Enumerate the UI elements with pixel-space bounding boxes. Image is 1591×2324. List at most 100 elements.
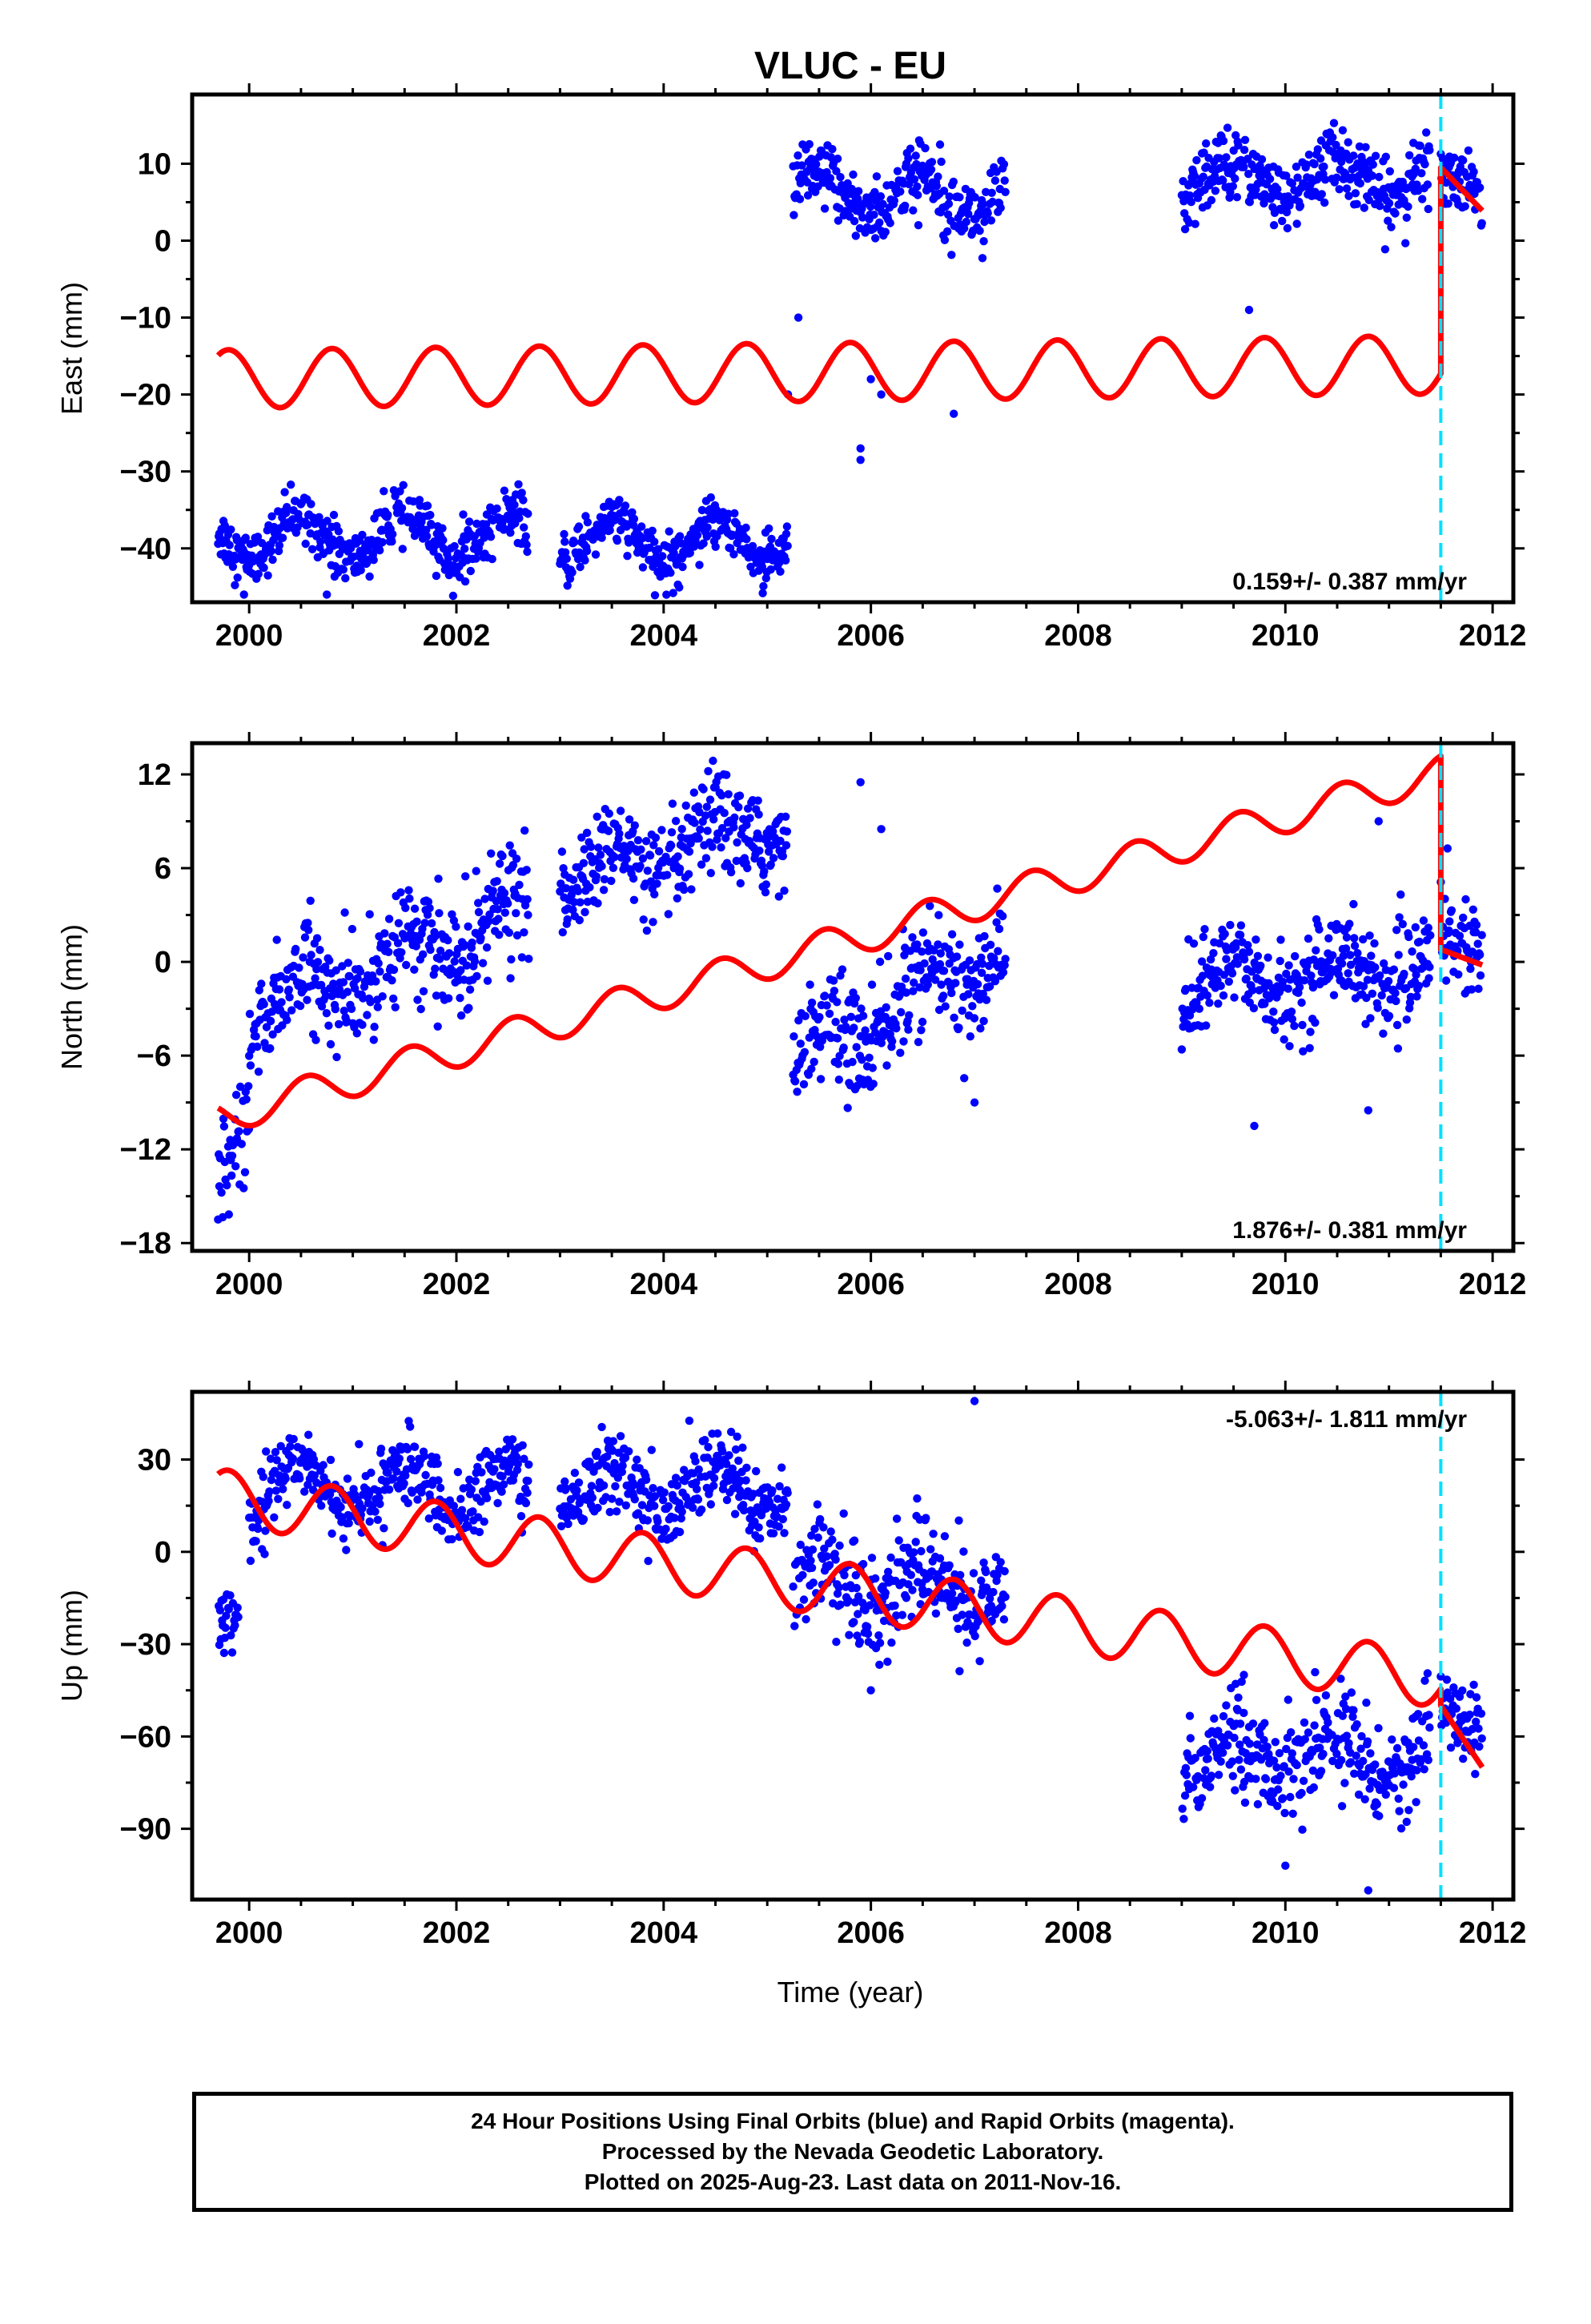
up-data-point — [726, 1427, 736, 1437]
east-data-point — [1283, 223, 1292, 233]
east-data-point — [1460, 202, 1469, 211]
north-data-point — [434, 875, 443, 883]
north-data-point — [311, 974, 319, 983]
up-data-point — [1288, 1809, 1297, 1818]
up-data-point — [982, 1567, 990, 1577]
up-data-point — [649, 1484, 657, 1493]
north-data-point — [1380, 959, 1388, 968]
up-data-point — [781, 1500, 791, 1510]
east-data-point — [329, 510, 339, 520]
up-data-point — [1360, 1795, 1369, 1803]
east-data-point — [1342, 184, 1352, 193]
east-data-point — [990, 176, 1000, 185]
north-data-point — [834, 1059, 843, 1068]
east-outlier-point — [793, 313, 803, 322]
up-data-point — [774, 1522, 783, 1531]
north-data-point — [396, 888, 405, 897]
north-data-point — [896, 1048, 905, 1057]
up-data-point — [477, 1468, 486, 1477]
north-data-point — [580, 845, 589, 854]
north-data-point — [435, 909, 444, 918]
north-data-point — [638, 854, 648, 863]
up-data-point — [308, 1486, 318, 1494]
up-data-point — [1420, 1676, 1429, 1685]
north-data-point — [1282, 969, 1291, 979]
up-data-point — [717, 1447, 727, 1456]
north-data-point — [593, 812, 601, 821]
up-data-point — [1280, 1808, 1289, 1818]
north-data-point — [1346, 951, 1355, 959]
north-data-point — [1219, 971, 1229, 979]
up-data-point — [261, 1526, 270, 1535]
north-data-point — [696, 825, 705, 834]
east-data-point — [1302, 160, 1311, 169]
up-data-point — [424, 1514, 433, 1523]
up-data-point — [1344, 1739, 1353, 1747]
north-data-point — [1315, 925, 1324, 934]
up-data-point — [599, 1481, 609, 1490]
east-data-point — [1320, 162, 1328, 171]
up-data-point — [1452, 1704, 1461, 1713]
up-data-point — [1253, 1799, 1263, 1809]
east-data-point — [1219, 136, 1228, 146]
up-data-point — [1231, 1786, 1239, 1795]
up-data-point — [1356, 1744, 1365, 1753]
east-data-point — [613, 536, 622, 545]
up-data-point — [1459, 1755, 1468, 1763]
up-data-point — [224, 1605, 233, 1614]
north-data-point — [869, 1080, 878, 1088]
east-data-point — [492, 504, 501, 513]
north-data-point — [897, 1007, 906, 1017]
up-data-point — [1284, 1695, 1293, 1704]
up-data-point — [834, 1583, 844, 1592]
north-data-point — [1344, 969, 1352, 978]
up-data-point — [436, 1483, 445, 1493]
east-data-point — [621, 508, 629, 517]
east-data-point — [1459, 156, 1468, 165]
up-data-point — [641, 1475, 651, 1485]
up-data-point — [1227, 1757, 1237, 1766]
east-data-point — [871, 234, 880, 243]
east-data-point — [783, 541, 792, 550]
east-data-point — [233, 573, 242, 582]
north-data-point — [520, 826, 529, 835]
east-data-point — [826, 174, 835, 183]
north-data-point — [345, 971, 354, 981]
north-data-point — [1419, 916, 1428, 925]
up-data-point — [1388, 1735, 1396, 1744]
north-data-point — [950, 1013, 958, 1023]
up-data-point — [234, 1613, 243, 1622]
up-data-point — [644, 1557, 653, 1566]
east-data-point — [267, 546, 275, 556]
east-data-point — [1320, 175, 1330, 184]
up-data-point — [852, 1583, 861, 1593]
up-y-tick-label: 0 — [155, 1536, 171, 1570]
north-data-point — [708, 842, 717, 851]
north-data-point — [1396, 890, 1405, 899]
east-data-point — [1380, 245, 1390, 254]
up-data-point — [783, 1489, 792, 1498]
east-data-point — [1423, 180, 1432, 189]
east-data-point — [637, 522, 646, 531]
north-data-point — [709, 756, 717, 766]
east-data-point — [621, 501, 630, 510]
up-data-point — [807, 1531, 816, 1540]
up-data-point — [956, 1570, 965, 1580]
north-data-point — [801, 1011, 810, 1021]
east-data-point — [782, 522, 792, 531]
north-data-point — [412, 942, 420, 951]
east-data-point — [893, 167, 902, 175]
east-data-point — [927, 158, 937, 167]
up-data-point — [495, 1447, 504, 1456]
up-data-point — [343, 1474, 352, 1483]
north-data-point — [266, 1043, 275, 1053]
east-data-point — [560, 537, 569, 546]
north-data-point — [300, 933, 310, 942]
north-data-point — [673, 894, 681, 903]
north-data-point — [363, 1011, 372, 1019]
up-data-point — [597, 1422, 606, 1432]
up-data-point — [1223, 1741, 1232, 1750]
north-data-point — [1424, 923, 1433, 932]
north-data-point — [303, 919, 312, 927]
east-data-point — [992, 167, 1001, 176]
